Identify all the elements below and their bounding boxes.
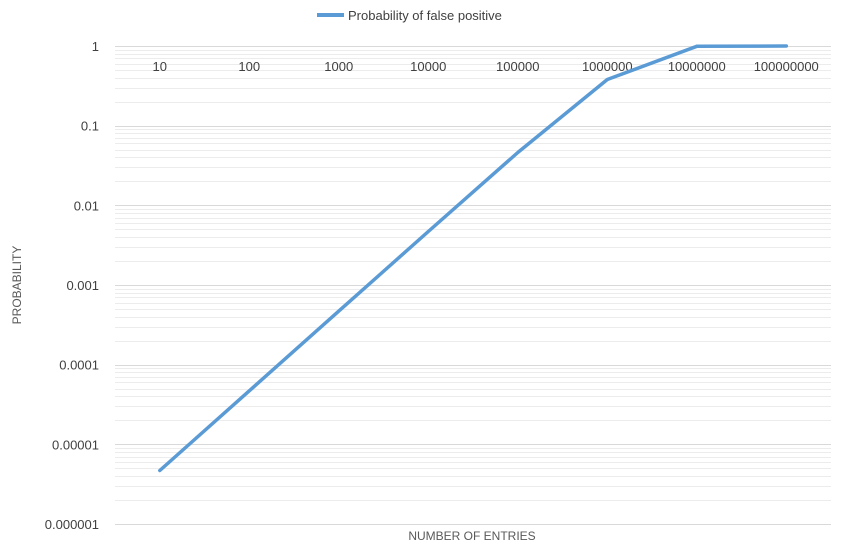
series-group: [158, 44, 789, 473]
y-tick-label: 0.001: [66, 278, 99, 293]
y-tick-label: 0.0001: [59, 358, 99, 373]
x-tick-label: 10000: [410, 59, 446, 74]
x-tick-label: 100: [238, 59, 260, 74]
x-tick-label: 1000: [324, 59, 353, 74]
x-tick-label: 1000000: [582, 59, 633, 74]
y-tick-label: 0.01: [74, 198, 99, 213]
x-tick-label: 100000000: [754, 59, 819, 74]
x-axis-title: NUMBER OF ENTRIES: [408, 529, 535, 543]
y-tick-labels: 1 0.1 0.01 0.001 0.0001 0.00001 0.000001: [45, 39, 99, 532]
y-tick-label: 0.00001: [52, 437, 99, 452]
x-tick-label: 10000000: [668, 59, 726, 74]
y-axis-title: PROBABILITY: [10, 246, 24, 325]
gridlines: [115, 46, 831, 525]
legend: Probability of false positive: [317, 8, 502, 23]
y-tick-label: 1: [92, 39, 99, 54]
x-tick-label: 100000: [496, 59, 539, 74]
legend-label: Probability of false positive: [348, 8, 502, 23]
series-line: [158, 44, 789, 473]
y-tick-label: 0.1: [81, 119, 99, 134]
x-tick-label: 10: [153, 59, 167, 74]
x-tick-labels: 10 100 1000 10000 100000 1000000 10000000 10000…: [153, 59, 819, 74]
y-tick-label: 0.000001: [45, 517, 99, 532]
